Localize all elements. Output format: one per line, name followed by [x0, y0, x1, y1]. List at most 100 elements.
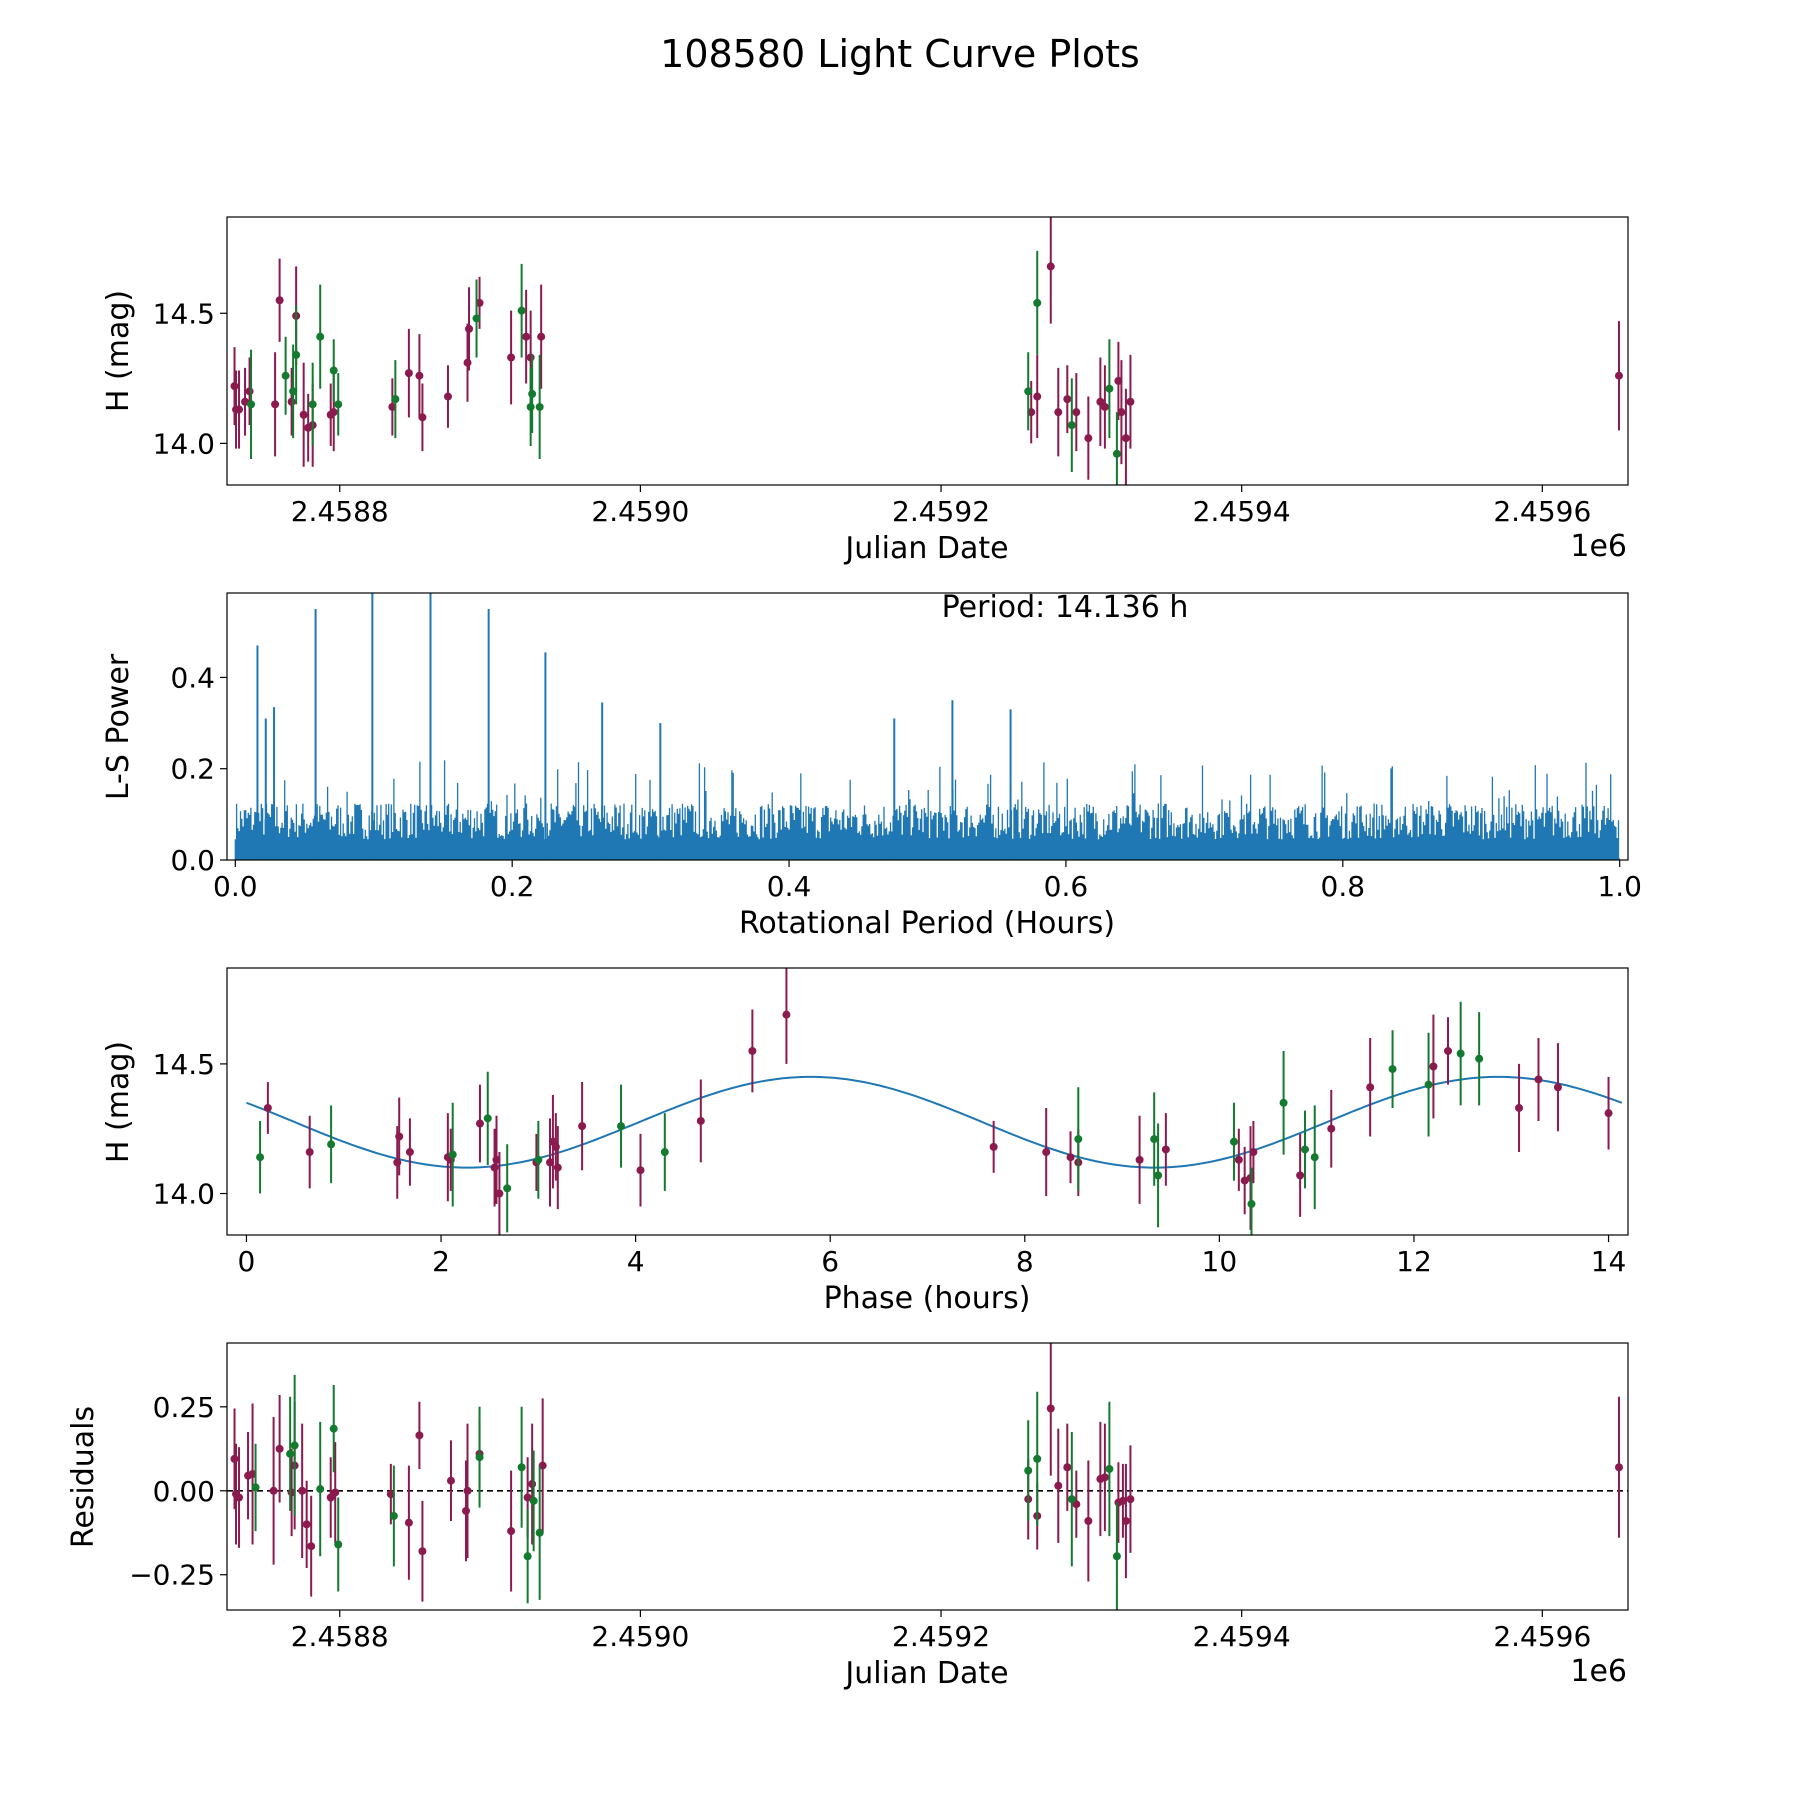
periodogram-x-tick-label: 0.0 — [213, 870, 258, 903]
phased-data-point — [1534, 1075, 1543, 1084]
phased-data-point — [1234, 1155, 1243, 1164]
residuals-y-tick-label: 0.25 — [153, 1391, 215, 1424]
residuals-data-point — [463, 1486, 472, 1495]
residuals-y-ticks: −0.25 0.00 0.25 — [129, 1391, 227, 1592]
residuals-x-label: Julian Date — [843, 1656, 1008, 1691]
residuals-data-point — [528, 1480, 537, 1489]
lightcurve-data-point — [472, 314, 481, 323]
residuals-data-point — [334, 1540, 343, 1549]
period-annotation: Period: 14.136 h — [942, 590, 1189, 625]
lightcurve-data-point — [1063, 395, 1072, 404]
lightcurve-x-tick-label: 2.4590 — [591, 495, 689, 528]
lightcurve-data-point — [418, 413, 427, 422]
periodogram-y-tick-label: 0.4 — [170, 661, 215, 694]
lightcurve-x-label: Julian Date — [843, 531, 1008, 566]
phased-data-point — [553, 1163, 562, 1172]
lightcurve-data-point — [1126, 397, 1135, 406]
lightcurve-data-point — [1024, 387, 1033, 396]
phased-data-point — [748, 1046, 757, 1055]
periodogram-panel: 0.0 0.2 0.4 0.6 0.8 1.0 0.0 0.2 0.4 Period: 14.… — [101, 590, 1642, 941]
phased-data-point — [1066, 1153, 1075, 1162]
lightcurve-panel: 2.4588 2.4590 2.4592 2.4594 2.4596 14.014.5 … — [101, 216, 1629, 566]
lightcurve-data-point — [299, 410, 308, 419]
phased-x-label: Phase (hours) — [824, 1281, 1031, 1316]
lightcurve-data-point — [528, 389, 537, 398]
phased-x-tick-label: 6 — [821, 1245, 839, 1278]
phased-panel: 0 2 4 6 8 10 12 14 14.0 14.5 Phase (hours) H (ma… — [101, 967, 1629, 1316]
residuals-data-point — [415, 1431, 424, 1440]
phased-data-point — [1247, 1199, 1256, 1208]
residuals-data-point — [1063, 1463, 1072, 1472]
phased-x-tick-label: 10 — [1202, 1245, 1238, 1278]
residuals-plot-area — [227, 1343, 1628, 1610]
residuals-data-point — [1105, 1464, 1114, 1473]
periodogram-y-label: L-S Power — [101, 653, 136, 800]
residuals-data-point — [475, 1453, 484, 1462]
lightcurve-data-point — [308, 400, 317, 409]
residuals-data-point — [462, 1506, 471, 1515]
phased-data-point — [305, 1148, 314, 1157]
phased-x-tick-label: 8 — [1016, 1245, 1034, 1278]
periodogram-y-tick-label: 0.0 — [170, 844, 215, 877]
phased-data-point — [1456, 1049, 1465, 1058]
residuals-data-point — [1118, 1496, 1127, 1505]
phased-data-point — [1327, 1124, 1336, 1133]
lightcurve-data-point — [1117, 408, 1126, 417]
phased-data-point — [1300, 1145, 1309, 1154]
residuals-data-point — [1046, 1404, 1055, 1413]
phased-data-point — [696, 1116, 705, 1125]
residuals-x-offset: 1e6 — [1570, 1654, 1627, 1689]
lightcurve-data-point — [526, 402, 535, 411]
phased-data-point — [534, 1155, 543, 1164]
phased-y-tick-label: 14.0 — [153, 1178, 215, 1211]
periodogram-x-label: Rotational Period (Hours) — [739, 906, 1115, 941]
lightcurve-x-tick-label: 2.4596 — [1493, 495, 1591, 528]
lightcurve-x-tick-label: 2.4594 — [1193, 495, 1291, 528]
phased-data-point — [1553, 1083, 1562, 1092]
lightcurve-data-point — [289, 387, 298, 396]
residuals-x-tick-label: 2.4594 — [1193, 1620, 1291, 1653]
residuals-data-point — [230, 1454, 239, 1463]
phased-axes-frame — [226, 967, 1629, 1236]
residuals-data-point — [1084, 1517, 1093, 1525]
lightcurve-y-ticks: 14.0 14.5 — [153, 297, 227, 460]
residuals-data-point — [1614, 1463, 1623, 1472]
phased-data-point — [1161, 1145, 1170, 1154]
phased-data-point — [1279, 1098, 1288, 1107]
lightcurve-data-point — [329, 366, 338, 375]
lightcurve-y-tick-label: 14.5 — [153, 297, 215, 330]
residuals-data-point — [535, 1528, 544, 1537]
phased-data-point — [1429, 1062, 1438, 1071]
phased-data-point — [1150, 1135, 1159, 1144]
lightcurve-data-point — [517, 306, 526, 315]
phased-data-point — [256, 1153, 265, 1162]
residuals-x-tick-label: 2.4590 — [591, 1620, 689, 1653]
lightcurve-data-point — [1027, 408, 1036, 417]
lightcurve-axes-frame — [226, 216, 1629, 486]
phased-data-point — [395, 1132, 404, 1141]
lightcurve-data-point — [391, 395, 400, 404]
lightcurve-data-point — [1072, 408, 1081, 417]
residuals-axes-frame — [226, 1342, 1629, 1611]
periodogram-x-ticks: 0.0 0.2 0.4 0.6 0.8 1.0 — [213, 860, 1642, 903]
residuals-data-point — [248, 1469, 257, 1478]
lightcurve-data-point — [1054, 408, 1063, 417]
phased-y-tick-label: 14.5 — [153, 1048, 215, 1081]
lightcurve-data-point — [507, 353, 516, 362]
lightcurve-data-point — [1100, 402, 1109, 411]
lightcurve-data-point — [415, 371, 424, 380]
lightcurve-data-point — [245, 387, 254, 396]
lightcurve-data-point — [271, 400, 280, 409]
residuals-data-point — [418, 1547, 427, 1556]
phased-data-point — [1388, 1065, 1397, 1074]
lightcurve-data-point — [287, 397, 296, 406]
lightcurve-data-point — [1084, 434, 1093, 443]
residuals-data-point — [1126, 1495, 1135, 1504]
periodogram-y-tick-label: 0.2 — [170, 753, 215, 786]
lightcurve-data-point — [230, 382, 239, 391]
periodogram-x-tick-label: 1.0 — [1597, 870, 1642, 903]
phased-y-label: H (mag) — [101, 1041, 136, 1163]
phased-data-point — [1604, 1109, 1613, 1118]
phased-data-point — [327, 1140, 336, 1149]
